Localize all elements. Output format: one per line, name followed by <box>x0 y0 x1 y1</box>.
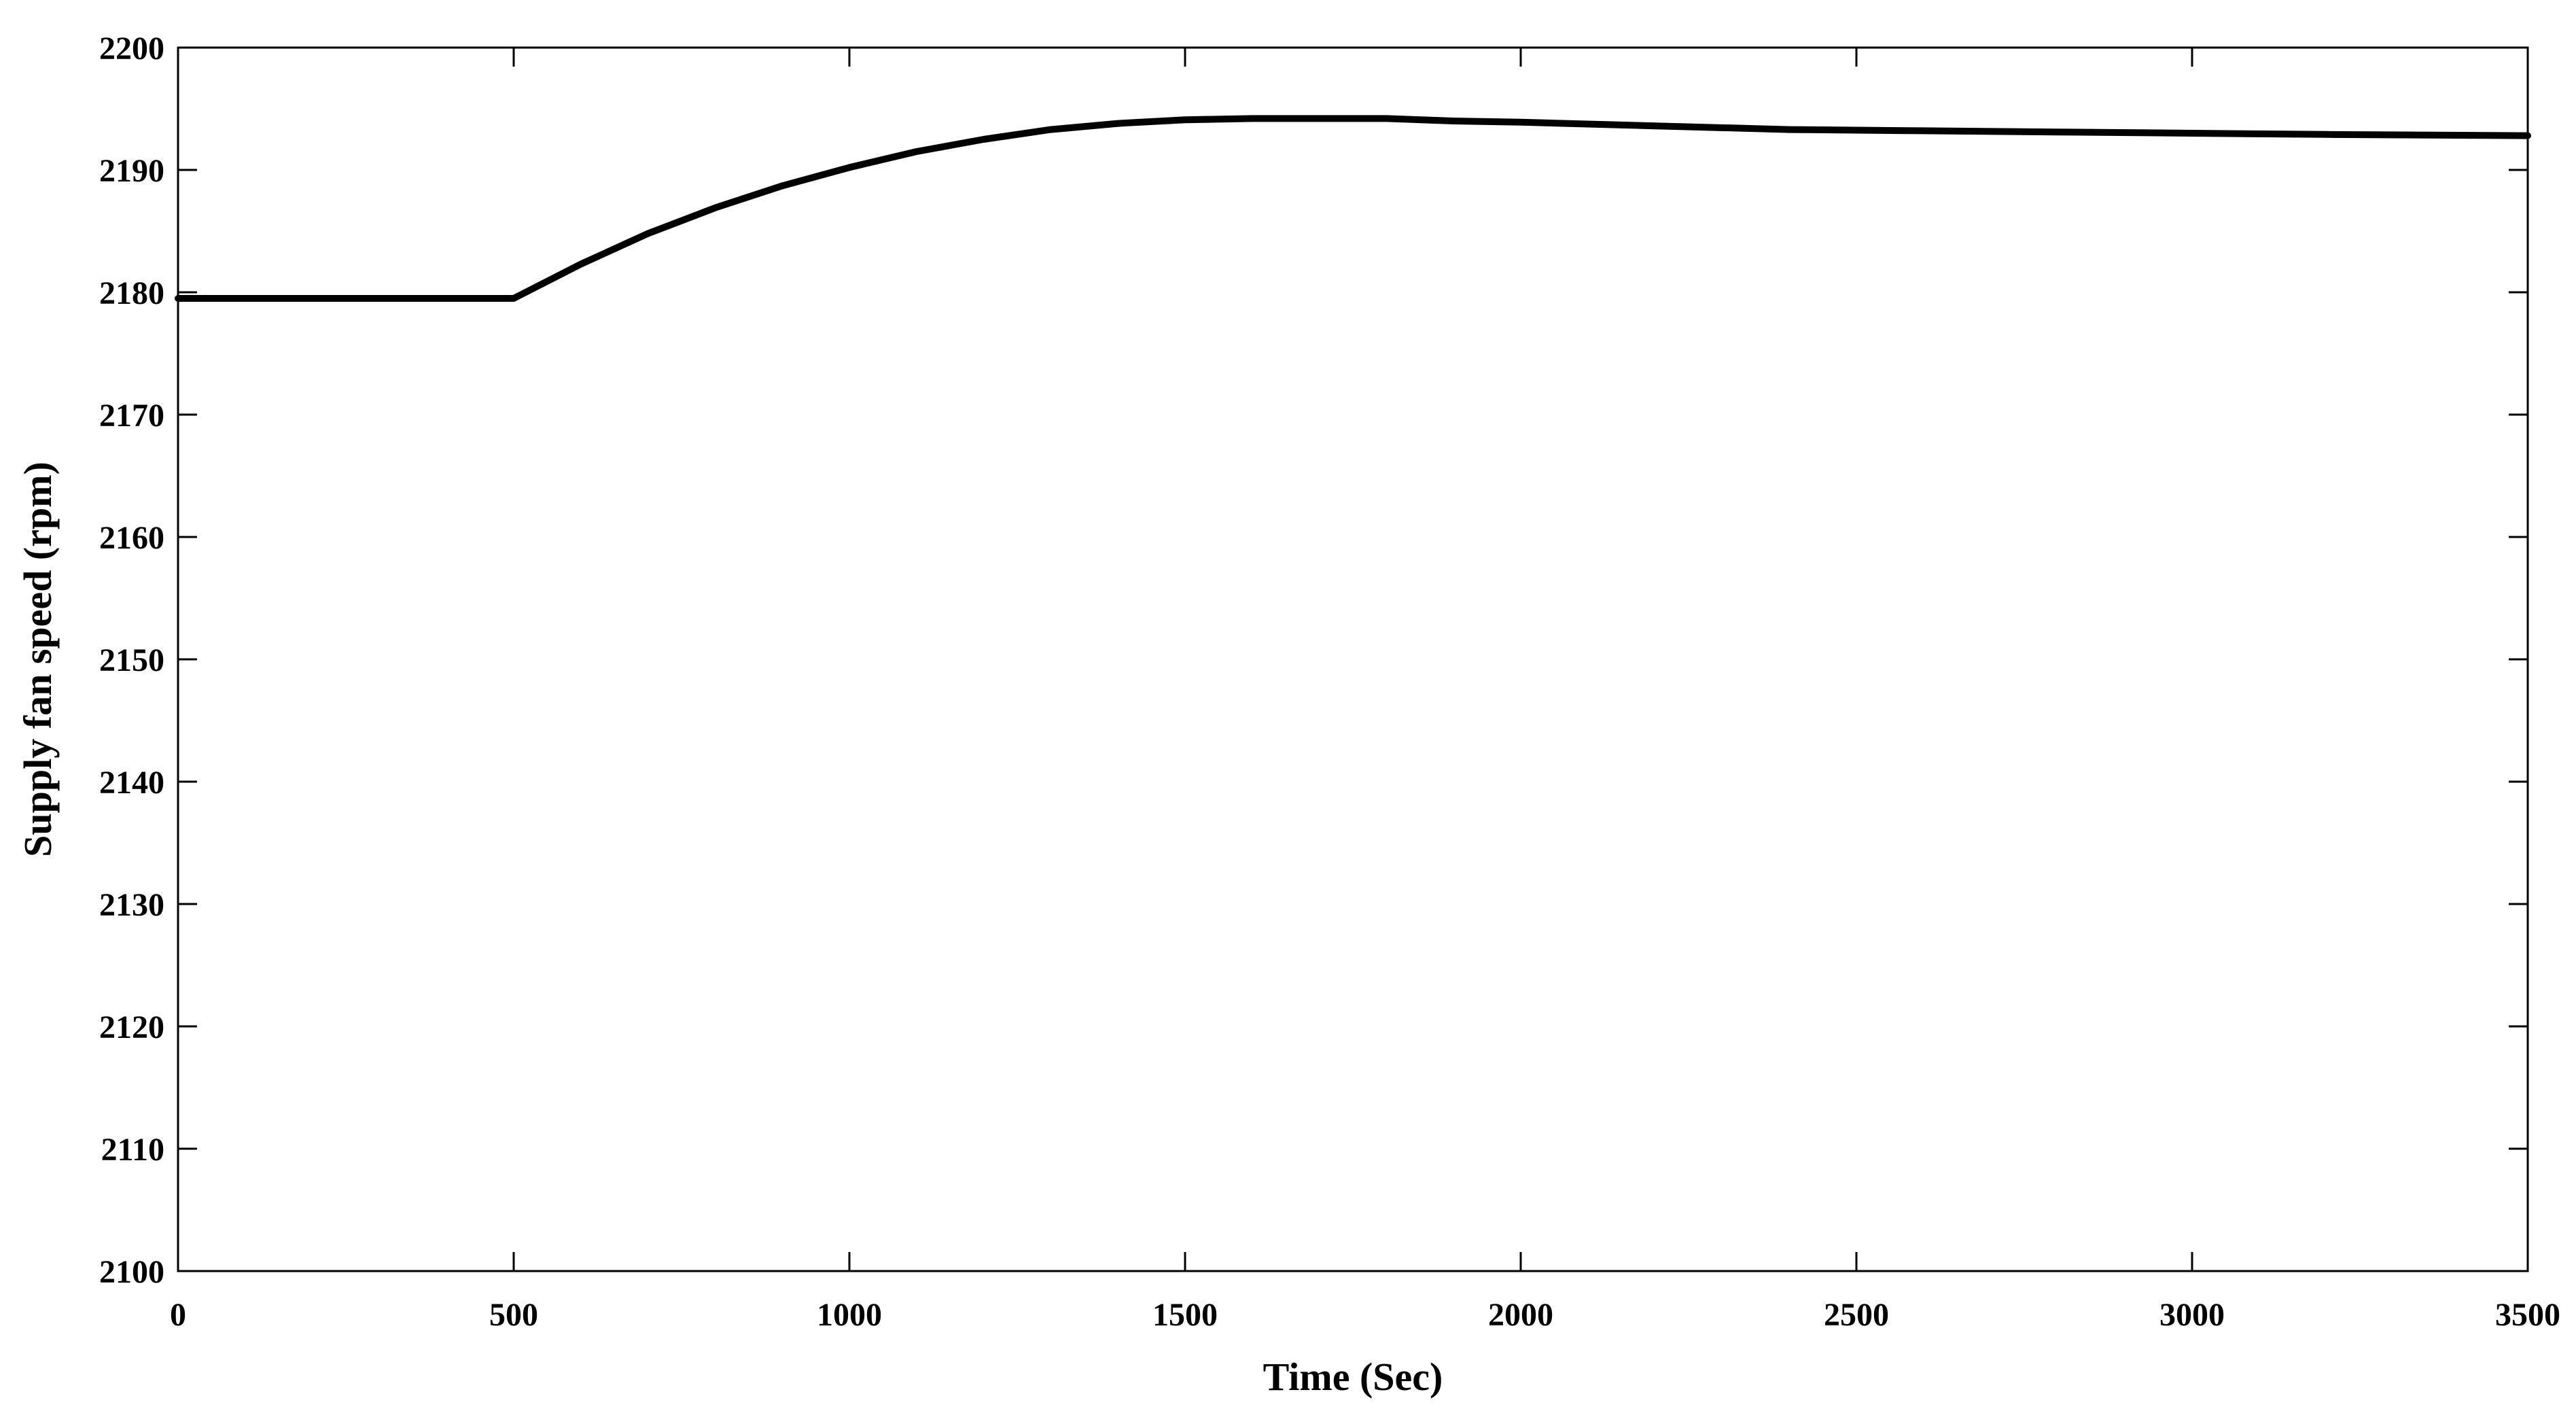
x-tick-label: 2000 <box>1488 1297 1553 1333</box>
y-tick-label: 2160 <box>99 520 164 556</box>
series-group <box>175 115 2531 302</box>
y-tick-label: 2190 <box>99 153 164 189</box>
plot-frame <box>177 46 2529 1272</box>
y-tick-label: 2170 <box>99 398 164 434</box>
x-tick-label: 0 <box>170 1297 186 1333</box>
y-tick-label: 2110 <box>101 1132 164 1168</box>
x-tick-label: 1000 <box>817 1297 882 1333</box>
y-tick-label: 2150 <box>99 642 164 678</box>
x-tick-label: 3500 <box>2495 1297 2560 1333</box>
axis-tick-labels: 0 500 1000 1500 2000 2500 3000 3500 2100 2110 2120… <box>99 31 2560 1333</box>
x-tick-label: 2500 <box>1824 1297 1889 1333</box>
x-tick-label: 1500 <box>1152 1297 1218 1333</box>
y-tick-label: 2130 <box>99 887 164 923</box>
y-axis-title: Supply fan speed (rpm) <box>16 462 60 857</box>
x-tick-label: 500 <box>489 1297 538 1333</box>
y-tick-label: 2120 <box>99 1009 164 1045</box>
y-tick-label: 2200 <box>99 31 164 67</box>
x-axis-title: Time (Sec) <box>1263 1355 1443 1399</box>
x-tick-label: 3000 <box>2159 1297 2225 1333</box>
series-line <box>175 115 2531 302</box>
y-tick-label: 2180 <box>99 275 164 311</box>
y-tick-label: 2140 <box>99 765 164 801</box>
y-tick-label: 2100 <box>99 1254 164 1290</box>
